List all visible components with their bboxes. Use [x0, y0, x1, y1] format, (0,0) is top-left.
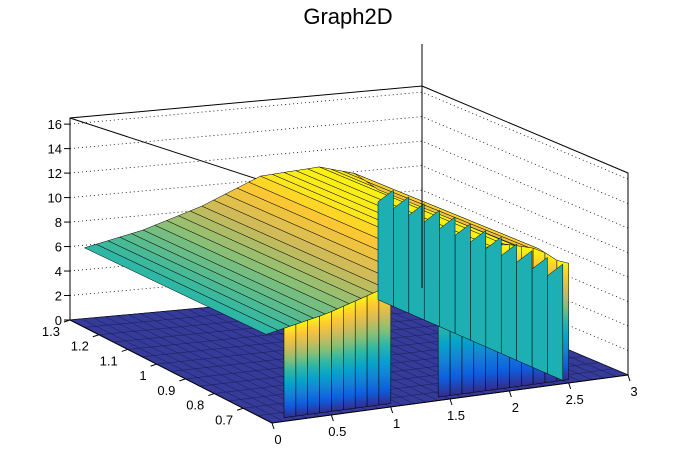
y-tick-label: 1.1: [100, 353, 118, 368]
y-tick-label: 0.9: [157, 383, 175, 398]
z-tick-label: 16: [48, 117, 62, 132]
surface-wall-cell: [319, 311, 332, 414]
back-plane-right: [421, 85, 629, 375]
surface-wall: [83, 166, 569, 418]
x-tick-label: 2: [512, 400, 519, 415]
y-axis-line: [69, 319, 273, 424]
surface-side-cell: [377, 189, 394, 307]
surface-side-cell: [500, 243, 517, 361]
back-diagonal: [69, 117, 261, 181]
z-tick-label: 14: [48, 142, 62, 157]
x-tick-label: 0.5: [328, 424, 346, 439]
z-tick-label: 4: [55, 264, 62, 279]
x-tick-mark: [271, 422, 275, 430]
x-tick-label: 0: [274, 432, 281, 447]
z-tick-label: 12: [48, 166, 62, 181]
x-tick-mark: [390, 406, 394, 414]
x-tick-mark: [330, 414, 334, 422]
surface-side-cell: [393, 196, 410, 314]
y-tick-mark: [179, 378, 186, 382]
y-tick-mark: [121, 348, 128, 352]
surface-side-cell: [531, 256, 548, 375]
y-tick-mark: [92, 334, 100, 338]
surface-wall-cell: [343, 300, 356, 411]
surface-wall-cell: [283, 323, 297, 418]
y-tick-label: 0.8: [186, 398, 204, 413]
y-tick-label: 0.7: [215, 412, 233, 427]
z-tick-label: 8: [55, 215, 62, 230]
surface-wall-cell: [354, 295, 368, 409]
z-axis: 0 2 4 6 8 10 12 14 16: [48, 117, 70, 328]
x-tick-mark: [508, 390, 512, 398]
x-axis: 0 0.5 1 1.5 2 2.5 3: [271, 374, 638, 447]
x-tick-label: 3: [630, 384, 637, 399]
surface-wall-cell: [295, 319, 308, 417]
y-axis: 0.7 0.8 0.9 1 1.1 1.2 1.3: [42, 319, 244, 427]
y-tick-mark: [150, 363, 157, 367]
surface-side-cell: [454, 223, 471, 341]
surface-side-cell: [516, 250, 533, 368]
y-tick-mark: [208, 393, 215, 397]
y-tick-label: 1.2: [71, 339, 89, 354]
z-tick-label: 6: [55, 240, 62, 255]
chart-title: Graph2D: [303, 4, 392, 29]
x-tick-label: 2.5: [566, 392, 584, 407]
surface-side-cell: [423, 209, 440, 327]
surface-wall-cell: [331, 305, 344, 412]
y-tick-label: 1.3: [42, 324, 60, 339]
surface-wall-cell: [366, 290, 380, 407]
x-tick-mark: [568, 382, 572, 390]
x-tick-label: 1: [393, 416, 400, 431]
z-tick-label: 2: [55, 289, 62, 304]
surface-wall-cell: [307, 315, 320, 415]
surface-side-cell: [470, 229, 487, 348]
surface-side-cell: [439, 216, 456, 334]
surface-side-cell: [485, 236, 502, 354]
x-tick-mark: [627, 374, 631, 382]
x-tick-label: 1.5: [447, 408, 465, 423]
grid-line: [69, 91, 629, 180]
surface-side-cell: [547, 263, 564, 381]
y-tick-label: 1: [139, 368, 146, 383]
z-tick-label: 0: [55, 313, 62, 328]
y-tick-mark: [236, 407, 244, 411]
y-tick-mark: [63, 319, 71, 323]
x-tick-mark: [449, 398, 453, 406]
z-tick-label: 10: [48, 191, 62, 206]
